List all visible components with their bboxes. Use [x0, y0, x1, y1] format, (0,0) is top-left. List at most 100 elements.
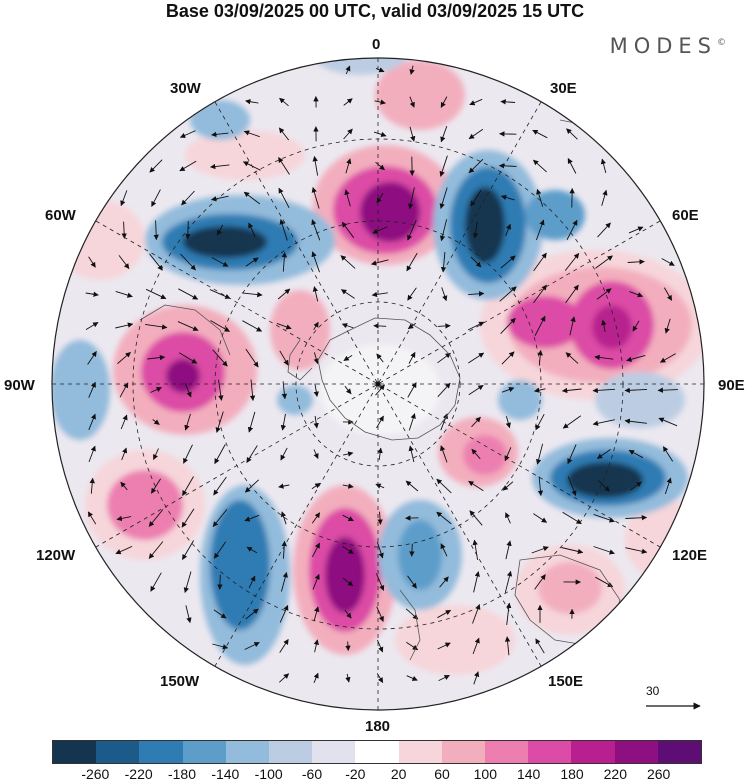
wind-vector	[177, 321, 199, 331]
wind-vector	[471, 416, 481, 428]
wind-vector	[376, 541, 384, 559]
colorbar-tick-label: -180	[167, 766, 197, 782]
wind-vector	[376, 606, 384, 622]
wind-vector	[311, 482, 321, 490]
wind-vector	[499, 286, 517, 302]
wind-vector	[437, 352, 451, 364]
wind-vector	[408, 445, 415, 463]
wind-vector	[601, 189, 608, 206]
lon-label-60e: 60E	[672, 207, 699, 224]
wind-vector	[345, 673, 351, 683]
wind-vector	[531, 546, 549, 554]
wind-vector	[311, 512, 321, 524]
wind-vector	[504, 636, 511, 656]
wind-vector	[281, 251, 288, 272]
wind-vector	[344, 609, 352, 619]
wind-vector	[153, 220, 159, 241]
wind-vector	[439, 576, 449, 588]
wind-vector	[535, 638, 545, 654]
wind-vector	[244, 479, 260, 493]
map-title: Base 03/09/2025 00 UTC, valid 03/09/2025…	[165, 1, 585, 21]
wind-vector	[440, 251, 447, 273]
wind-vector	[406, 252, 418, 272]
wind-vector	[592, 419, 615, 426]
wind-vector	[342, 483, 354, 489]
wind-vector	[535, 219, 545, 241]
wind-vector	[120, 190, 128, 207]
wind-vector	[473, 671, 480, 685]
wind-vector	[470, 189, 482, 207]
wind-vector	[371, 291, 388, 298]
wind-vector	[184, 382, 192, 398]
wind-vector	[312, 155, 319, 176]
wind-vector	[241, 291, 263, 298]
wind-vector	[341, 221, 355, 239]
wind-vector	[370, 259, 389, 266]
wind-vector	[216, 224, 224, 236]
wind-vector	[500, 99, 516, 105]
wind-vector	[313, 672, 319, 683]
colorbar-tick-label: 60	[434, 766, 450, 782]
wind-vector	[212, 643, 229, 650]
wind-vector	[472, 637, 480, 655]
colorbar-segment	[398, 741, 442, 763]
wind-vector	[630, 481, 642, 491]
wind-vector	[593, 513, 615, 523]
wind-vector	[87, 351, 97, 365]
lon-label-30w: 30W	[170, 80, 201, 97]
wind-vector	[279, 350, 289, 366]
wind-vector	[594, 354, 614, 361]
wind-vector	[313, 606, 320, 622]
wind-vector	[150, 572, 162, 592]
lon-label-90w: 90W	[4, 377, 35, 394]
colorbar-tick-label: 260	[646, 766, 671, 782]
wind-vector	[626, 354, 646, 362]
graticule	[52, 58, 704, 710]
wind-vector	[625, 515, 648, 521]
wind-vector	[211, 257, 229, 267]
wind-vector	[313, 639, 319, 653]
wind-vector	[153, 448, 159, 460]
wind-vector	[85, 322, 99, 330]
wind-vector	[345, 641, 351, 652]
wind-vector	[440, 445, 448, 463]
wind-vector	[537, 476, 544, 497]
wind-vector	[312, 286, 319, 302]
wind-vector	[536, 188, 544, 207]
wind-vector	[661, 258, 675, 266]
wind-vector	[504, 570, 513, 593]
wind-vector	[151, 189, 161, 207]
wind-vector	[500, 317, 516, 335]
wind-vector	[534, 574, 546, 590]
lon-label-90e: 90E	[718, 377, 745, 394]
wind-vector	[88, 445, 96, 463]
wind-vector	[345, 65, 351, 75]
wind-vector	[213, 476, 227, 496]
wind-vector	[409, 126, 416, 142]
lon-label-120w: 120W	[36, 547, 76, 564]
wind-vector	[375, 483, 385, 489]
wind-vector	[657, 387, 678, 393]
wind-vector	[280, 447, 288, 461]
wind-vector	[505, 416, 511, 429]
wind-vector	[276, 322, 292, 330]
wind-vector	[120, 481, 128, 491]
wind-vector	[505, 540, 512, 560]
wind-vector	[441, 287, 448, 302]
colorbar-tick-label: 20	[390, 766, 407, 782]
wind-vector	[213, 609, 227, 619]
wind-vector	[217, 574, 223, 590]
colorbar-tick-label: -60	[301, 766, 323, 782]
wind-vector	[624, 387, 648, 394]
wind-vector	[561, 547, 584, 555]
wind-vector	[178, 288, 199, 300]
wind-vector	[596, 449, 611, 459]
wind-vector	[565, 352, 579, 364]
wind-vector	[566, 128, 578, 140]
wind-vector	[88, 256, 96, 268]
wind-vector	[341, 323, 354, 329]
wind-vector	[342, 546, 354, 554]
wind-vector	[598, 480, 610, 492]
colorbar-tick-label: 180	[560, 766, 584, 782]
wind-vector	[567, 444, 577, 465]
